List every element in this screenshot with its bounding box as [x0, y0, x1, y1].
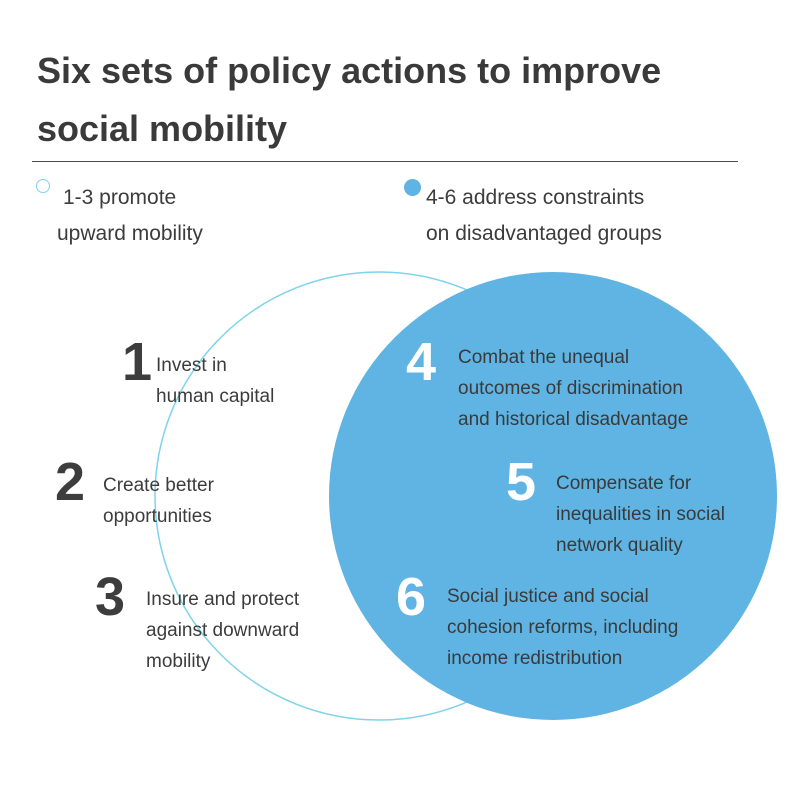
- disadvantaged-groups-circle: [329, 272, 777, 720]
- action-1-line-1: Invest in: [156, 355, 227, 376]
- action-4-line-2: outcomes of discrimination: [458, 378, 683, 399]
- action-4-number: 4: [406, 332, 437, 392]
- legend-disadvantaged-line-1: 4-6 address constraints: [426, 186, 645, 209]
- action-4-line-3: and historical disadvantage: [458, 409, 689, 430]
- action-2-number: 2: [55, 452, 86, 512]
- page-title: Six sets of policy actions to improve so…: [37, 42, 737, 158]
- open-circle-icon: [36, 179, 50, 193]
- action-5-text: Compensate for inequalities in social ne…: [556, 468, 725, 561]
- action-3-number: 3: [95, 567, 126, 627]
- action-4-line-1: Combat the unequal: [458, 347, 630, 368]
- action-6-number: 6: [396, 567, 427, 627]
- title-line-1: Six sets of policy actions to improve: [37, 50, 662, 91]
- legend-upward-line-2: upward mobility: [57, 222, 203, 245]
- action-3-line-3: mobility: [146, 651, 211, 672]
- action-3-text: Insure and protect against downward mobi…: [146, 584, 299, 677]
- filled-circle-icon: [404, 179, 421, 196]
- title-divider: [32, 161, 738, 162]
- legend-upward-mobility: 1-3 promote upward mobility: [57, 180, 203, 252]
- legend-disadvantaged-groups: 4-6 address constraints on disadvantaged…: [426, 180, 662, 252]
- title-line-2: social mobility: [37, 108, 288, 149]
- action-5-line-1: Compensate for: [556, 473, 692, 494]
- action-3-line-1: Insure and protect: [146, 589, 300, 610]
- action-6-line-1: Social justice and social: [447, 586, 649, 607]
- action-6-text: Social justice and social cohesion refor…: [447, 581, 678, 674]
- action-2-text: Create better opportunities: [103, 470, 214, 532]
- action-1-text: Invest in human capital: [156, 350, 274, 412]
- action-6-line-2: cohesion reforms, including: [447, 617, 679, 638]
- legend-upward-line-1: 1-3 promote: [63, 186, 177, 209]
- action-3-line-2: against downward: [146, 620, 300, 641]
- action-5-line-3: network quality: [556, 535, 683, 556]
- action-2-line-2: opportunities: [103, 506, 212, 527]
- action-5-line-2: inequalities in social: [556, 504, 725, 525]
- legend-disadvantaged-line-2: on disadvantaged groups: [426, 222, 662, 245]
- action-4-text: Combat the unequal outcomes of discrimin…: [458, 342, 688, 435]
- action-2-line-1: Create better: [103, 475, 214, 496]
- action-1-line-2: human capital: [156, 386, 275, 407]
- action-1-number: 1: [122, 332, 153, 392]
- action-6-line-3: income redistribution: [447, 648, 623, 669]
- action-5-number: 5: [506, 452, 537, 512]
